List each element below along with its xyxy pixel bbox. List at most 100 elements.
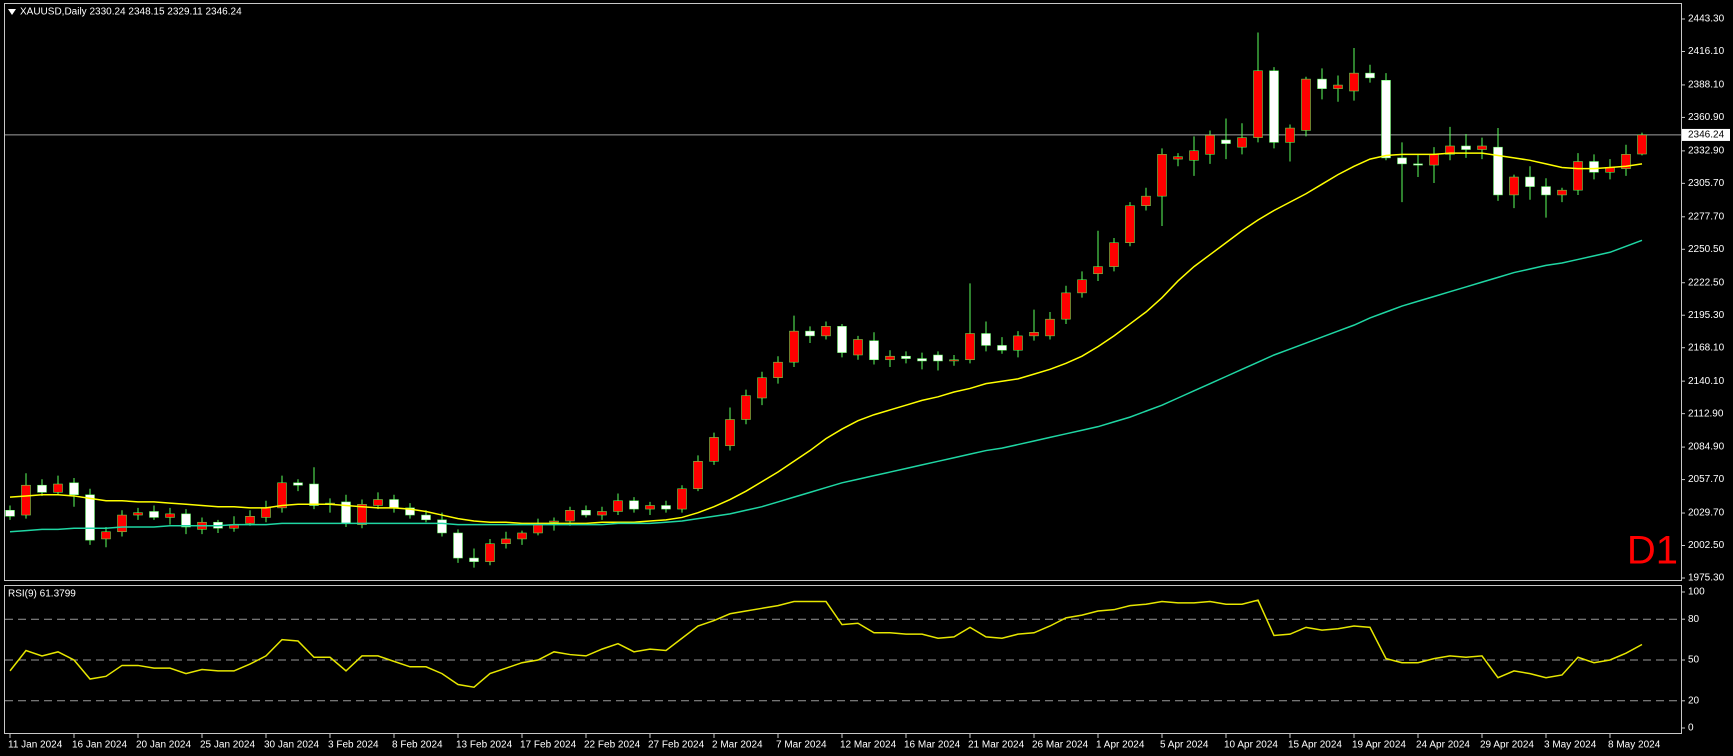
candle-body bbox=[725, 419, 735, 447]
candle-body bbox=[1557, 189, 1567, 196]
candle-body bbox=[1013, 335, 1023, 351]
y-tick-label: 2168.10 bbox=[1688, 342, 1725, 353]
x-tick-label: 27 Feb 2024 bbox=[648, 740, 705, 751]
x-tick-label: 8 Feb 2024 bbox=[392, 740, 443, 751]
candle-body bbox=[181, 513, 191, 528]
candle-body bbox=[1141, 195, 1151, 206]
candle-body bbox=[549, 520, 559, 523]
candle-body bbox=[21, 484, 31, 516]
candle-body bbox=[1573, 161, 1583, 191]
x-tick-label: 21 Mar 2024 bbox=[968, 740, 1025, 751]
candle-body bbox=[245, 515, 255, 524]
candle-body bbox=[485, 543, 495, 562]
x-tick-label: 10 Apr 2024 bbox=[1224, 740, 1278, 751]
candle-body bbox=[437, 519, 447, 534]
candle-body bbox=[1317, 78, 1327, 89]
candle-body bbox=[1621, 154, 1631, 169]
candle-body bbox=[901, 355, 911, 359]
candle-body bbox=[837, 326, 847, 353]
candle-body bbox=[117, 514, 127, 533]
candle-body bbox=[1525, 176, 1535, 187]
candle-body bbox=[1445, 145, 1455, 155]
candle-body bbox=[1541, 186, 1551, 196]
candle-body bbox=[165, 513, 175, 518]
current-price-label: 2346.24 bbox=[1688, 130, 1725, 141]
x-tick-label: 20 Jan 2024 bbox=[136, 740, 191, 751]
candle-body bbox=[1237, 137, 1247, 148]
current-price-box bbox=[1682, 128, 1730, 141]
y-tick-label: 2222.50 bbox=[1688, 277, 1725, 288]
candle-body bbox=[1045, 318, 1055, 337]
candle-body bbox=[469, 557, 479, 562]
y-tick-label: 2002.50 bbox=[1688, 540, 1725, 551]
candle-body bbox=[1173, 156, 1183, 160]
candle-body bbox=[69, 482, 79, 495]
candle-body bbox=[981, 333, 991, 346]
x-tick-label: 16 Jan 2024 bbox=[72, 740, 127, 751]
candle-body bbox=[757, 377, 767, 399]
y-tick-label: 80 bbox=[1688, 614, 1700, 625]
y-tick-label: 1975.30 bbox=[1688, 573, 1725, 584]
candle-body bbox=[1333, 84, 1343, 89]
candle-body bbox=[885, 355, 895, 361]
candle-body bbox=[629, 500, 639, 510]
candle-body bbox=[741, 395, 751, 420]
candle-body bbox=[405, 507, 415, 516]
candle-body bbox=[677, 488, 687, 510]
y-tick-label: 2195.30 bbox=[1688, 310, 1725, 321]
x-tick-label: 12 Mar 2024 bbox=[840, 740, 897, 751]
candle-body bbox=[53, 483, 63, 493]
candle-body bbox=[1285, 127, 1295, 143]
candle-body bbox=[789, 330, 799, 363]
candle-body bbox=[965, 333, 975, 361]
candle-body bbox=[773, 361, 783, 378]
candle-body bbox=[1253, 70, 1263, 138]
candle-body bbox=[1413, 163, 1423, 166]
candle-body bbox=[821, 326, 831, 337]
menu-arrow[interactable] bbox=[8, 9, 16, 15]
x-tick-label: 26 Mar 2024 bbox=[1032, 740, 1089, 751]
main-panel bbox=[4, 3, 1682, 581]
y-tick-label: 2057.70 bbox=[1688, 474, 1725, 485]
y-tick-label: 2360.90 bbox=[1688, 112, 1725, 123]
x-tick-label: 13 Feb 2024 bbox=[456, 740, 513, 751]
candle-body bbox=[1493, 146, 1503, 196]
x-tick-label: 11 Jan 2024 bbox=[8, 740, 63, 751]
candle-body bbox=[517, 532, 527, 540]
moving-average bbox=[9, 239, 1643, 533]
y-tick-label: 100 bbox=[1688, 587, 1705, 598]
x-tick-label: 2 Mar 2024 bbox=[712, 740, 763, 751]
y-tick-label: 2029.70 bbox=[1688, 508, 1725, 519]
rsi-line bbox=[9, 599, 1643, 688]
x-tick-label: 8 May 2024 bbox=[1608, 740, 1661, 751]
x-tick-label: 29 Apr 2024 bbox=[1480, 740, 1534, 751]
y-tick-label: 2140.10 bbox=[1688, 376, 1725, 387]
candle-body bbox=[997, 345, 1007, 351]
candle-body bbox=[1061, 292, 1071, 320]
y-tick-label: 2305.70 bbox=[1688, 178, 1725, 189]
candle-body bbox=[869, 340, 879, 361]
candle-body bbox=[357, 504, 367, 525]
candle-body bbox=[1109, 242, 1119, 267]
candle-body bbox=[101, 531, 111, 540]
candle-body bbox=[805, 330, 815, 337]
candle-body bbox=[309, 483, 319, 506]
x-tick-label: 3 May 2024 bbox=[1544, 740, 1597, 751]
candle-body bbox=[1637, 134, 1647, 155]
candle-body bbox=[581, 510, 591, 516]
candle-body bbox=[1189, 150, 1199, 161]
candle-body bbox=[133, 512, 143, 516]
y-tick-label: 0 bbox=[1688, 723, 1694, 734]
candle-body bbox=[1509, 176, 1519, 196]
x-tick-label: 7 Mar 2024 bbox=[776, 740, 827, 751]
candle-body bbox=[1381, 80, 1391, 159]
x-tick-label: 3 Feb 2024 bbox=[328, 740, 379, 751]
candle-body bbox=[853, 339, 863, 356]
x-tick-label: 16 Mar 2024 bbox=[904, 740, 961, 751]
candle-body bbox=[5, 510, 15, 517]
x-tick-label: 1 Apr 2024 bbox=[1096, 740, 1145, 751]
candle-body bbox=[1269, 70, 1279, 143]
candle-body bbox=[1477, 145, 1487, 150]
moving-average bbox=[9, 152, 1643, 525]
